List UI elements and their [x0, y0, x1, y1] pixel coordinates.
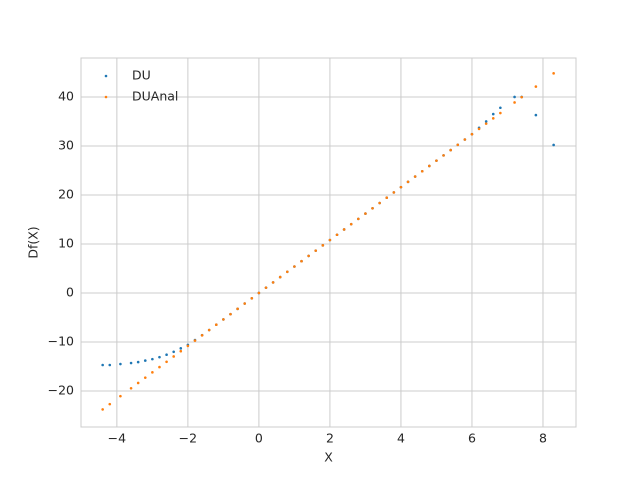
legend-label: DUAnal: [132, 89, 178, 104]
point: [420, 169, 424, 173]
x-tick-label: 8: [539, 431, 547, 446]
y-tick-label: 30: [58, 137, 74, 152]
point: [179, 349, 183, 353]
point: [143, 376, 147, 379]
point: [151, 371, 154, 374]
point: [513, 101, 516, 104]
point: [108, 363, 112, 367]
point: [477, 127, 481, 131]
point: [520, 95, 523, 99]
point: [314, 249, 318, 252]
point: [456, 143, 460, 147]
x-tick-label: −4: [108, 431, 126, 446]
point: [491, 117, 495, 120]
point: [101, 363, 104, 367]
x-tick-label: −2: [179, 431, 197, 446]
plot-area: [80, 57, 577, 428]
x-tick-label: 6: [468, 431, 476, 446]
point: [499, 106, 502, 110]
point: [278, 275, 282, 279]
legend-label: DU: [132, 68, 151, 83]
point: [136, 360, 140, 364]
point: [143, 359, 147, 362]
y-tick-label: 20: [58, 186, 74, 201]
point: [119, 394, 122, 398]
x-tick-label: 4: [397, 431, 405, 446]
y-tick-label: −10: [48, 333, 74, 348]
point: [470, 132, 474, 136]
point: [399, 185, 403, 189]
y-tick-label: 0: [66, 284, 74, 299]
point: [428, 164, 431, 168]
point: [264, 286, 268, 289]
point: [165, 353, 168, 357]
point: [257, 291, 261, 295]
point: [179, 347, 183, 350]
point: [342, 228, 346, 231]
point: [236, 307, 239, 311]
point: [129, 386, 133, 390]
legend-marker: [104, 95, 108, 99]
point: [499, 111, 502, 115]
point: [136, 381, 140, 385]
point: [200, 334, 204, 337]
point: [385, 196, 389, 200]
point: [222, 318, 225, 321]
point: [357, 217, 360, 221]
point: [108, 402, 112, 406]
point: [293, 265, 296, 268]
point: [300, 259, 303, 263]
point: [484, 122, 488, 125]
point: [250, 296, 254, 300]
y-tick-label: 40: [58, 88, 74, 103]
point: [364, 212, 367, 215]
point: [286, 270, 289, 274]
point: [513, 95, 516, 99]
point: [406, 180, 410, 184]
point: [463, 138, 467, 141]
point: [101, 408, 104, 411]
point: [119, 362, 122, 366]
point: [214, 323, 218, 327]
point: [371, 206, 374, 210]
point: [151, 357, 154, 361]
point: [413, 175, 417, 178]
point: [165, 360, 168, 364]
point: [271, 281, 275, 284]
point: [172, 355, 175, 358]
point: [534, 113, 538, 117]
point: [129, 361, 133, 365]
point: [158, 365, 161, 369]
point: [207, 328, 211, 332]
x-axis-label: X: [324, 450, 333, 465]
y-axis-label: Df(X): [26, 226, 41, 258]
point: [449, 148, 452, 152]
point: [335, 233, 339, 237]
point: [172, 350, 175, 354]
point: [193, 339, 197, 342]
point: [552, 72, 555, 75]
point: [158, 355, 161, 359]
point: [552, 143, 555, 147]
point: [484, 120, 488, 123]
point: [349, 222, 353, 226]
y-tick-label: −20: [48, 382, 74, 397]
point: [229, 312, 232, 316]
point: [186, 344, 190, 348]
point: [491, 112, 495, 116]
point: [392, 191, 396, 194]
y-tick-label: 10: [58, 235, 74, 250]
point: [378, 201, 381, 205]
x-tick-label: 0: [255, 431, 263, 446]
point: [321, 244, 325, 247]
point: [534, 85, 538, 88]
point: [442, 154, 445, 157]
point: [435, 159, 438, 162]
point: [307, 254, 310, 258]
legend-marker: [104, 74, 108, 78]
point: [328, 238, 332, 242]
x-tick-label: 2: [326, 431, 334, 446]
point: [243, 302, 246, 305]
